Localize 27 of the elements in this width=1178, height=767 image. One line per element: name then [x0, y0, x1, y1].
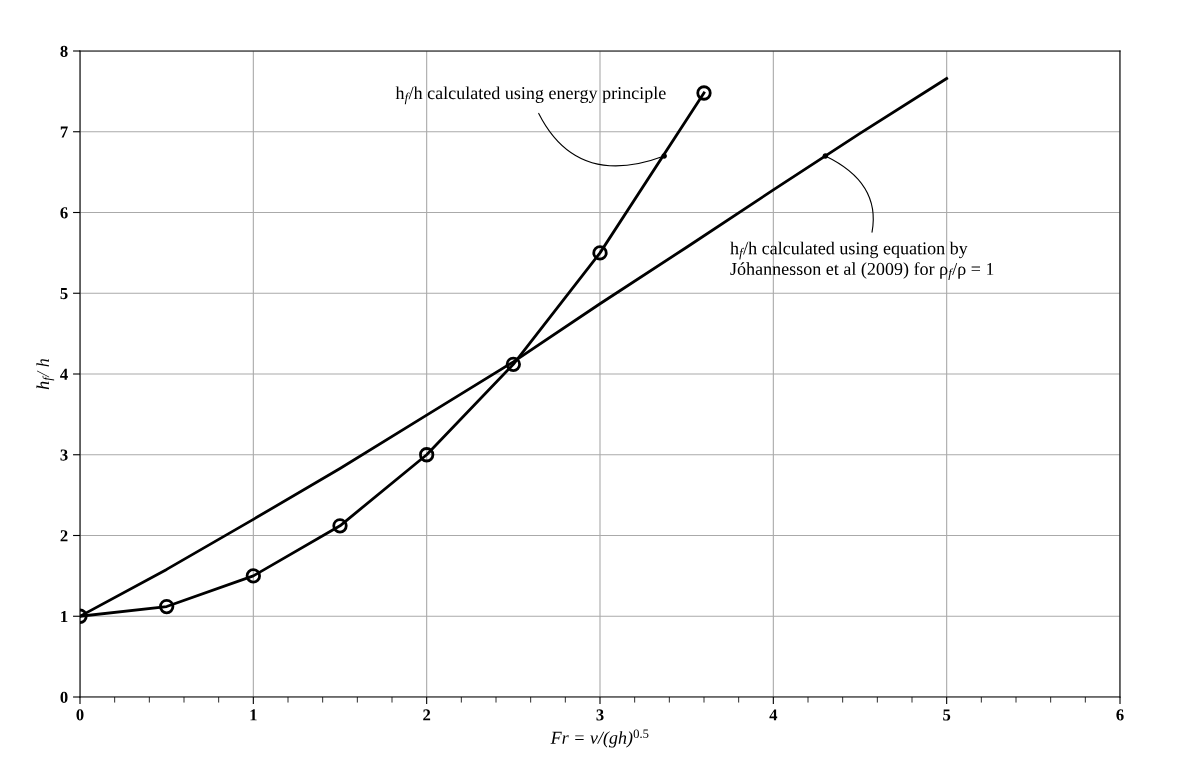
x-axis-title: Fr = v/(gh)$^{0.5}$ [550, 729, 649, 748]
x-tick-label: 5 [943, 709, 951, 721]
x-tick-label: 0 [76, 709, 84, 721]
x-tick-label: 1 [250, 709, 257, 721]
y-tick-label: 2 [60, 530, 68, 542]
point [419, 447, 435, 463]
y-tick-label: 5 [60, 288, 68, 300]
y-tick-label: 1 [61, 611, 68, 623]
x-tick-label: 2 [423, 709, 431, 721]
y-tick-label: 3 [60, 449, 68, 461]
y-tick-label: 4 [60, 368, 68, 380]
y-axis-title: h$_{f}$/ h [36, 358, 55, 390]
y-tick-label: 8 [60, 45, 68, 57]
y-tick-label: 0 [60, 691, 68, 703]
point [159, 598, 175, 615]
point [592, 245, 608, 261]
x-tick-label: 6 [1116, 709, 1124, 721]
x-tick-label: 3 [596, 709, 604, 721]
annotation: h$_{f}$/h calculated using energy principle [395, 86, 666, 105]
point [505, 356, 521, 372]
y-tick-label: 7 [60, 126, 68, 138]
annotation: h$_{f}$/h calculated using equation by Jóhannesson et al (2009) for ρ$_{f}$/ρ = 1 [730, 241, 994, 281]
x-tick-label: 4 [769, 709, 778, 721]
point [245, 568, 261, 584]
point [332, 518, 348, 534]
point [696, 85, 712, 101]
y-tick-label: 6 [60, 207, 68, 219]
